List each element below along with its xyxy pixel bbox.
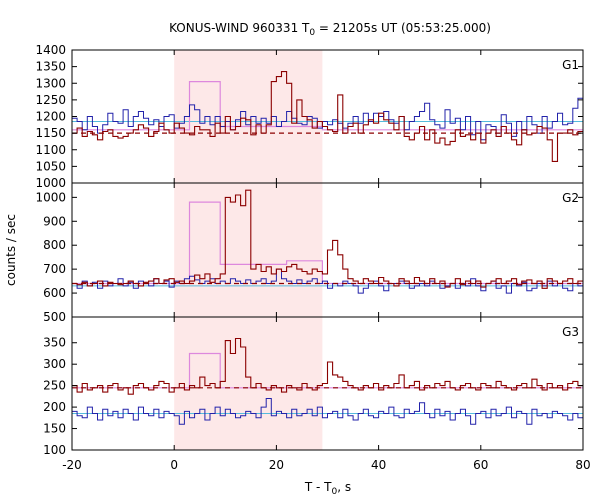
panel-label: G2 [562, 191, 579, 205]
y-tick-label: 1150 [35, 126, 66, 140]
blue-series-line [72, 398, 583, 425]
red-series-line [72, 189, 583, 289]
y-tick-label: 600 [43, 286, 66, 300]
panel-g2: 500 600 700 800 900 1000 G2 [35, 182, 584, 324]
chart-title: KONUS-WIND 960331 T0 = 21205s UT (05:53:… [169, 21, 491, 38]
y-tick-label: 900 [43, 214, 66, 228]
panels: 1000 1050 1100 1150 1200 1250 1300 1350 1400 G1 50… [35, 43, 584, 457]
panel-label: G3 [562, 325, 579, 339]
panel-g3: 100 150 200 250 300 350 G3 [43, 316, 584, 457]
x-tick-label: 0 [170, 458, 178, 472]
y-tick-label: 300 [43, 357, 66, 371]
y-tick-label: 1350 [35, 60, 66, 74]
shaded-interval-rect [174, 50, 323, 450]
y-tick-label: 350 [43, 336, 66, 350]
y-tick-label: 700 [43, 262, 66, 276]
y-tick-label: 1100 [35, 143, 66, 157]
y-tick-label: 1000 [35, 190, 66, 204]
x-tick-label: 40 [371, 458, 386, 472]
shaded-interval [174, 50, 323, 450]
pink-model-line [72, 81, 583, 131]
y-tick-label: 1000 [35, 176, 66, 190]
y-tick-label: 150 [43, 422, 66, 436]
panel-frame [71, 316, 584, 451]
y-tick-label: 500 [43, 310, 66, 324]
panel-label: G1 [562, 58, 579, 72]
y-tick-label: 1200 [35, 110, 66, 124]
x-tick-label: -20 [62, 458, 82, 472]
y-tick-label: 250 [43, 379, 66, 393]
x-tick-labels: -20 0 20 40 60 80 [62, 458, 590, 472]
x-tick-label: 20 [269, 458, 284, 472]
y-tick-label: 800 [43, 238, 66, 252]
y-tick-label: 200 [43, 400, 66, 414]
x-tick-label: 60 [473, 458, 488, 472]
x-axis-label: T - T0, s [304, 480, 351, 497]
y-tick-label: 1250 [35, 93, 66, 107]
panel-g1: 1000 1050 1100 1150 1200 1250 1300 1350 1400 G1 [35, 43, 584, 190]
y-tick-label: 1300 [35, 76, 66, 90]
x-tick-label: 80 [575, 458, 590, 472]
y-tick-label: 100 [43, 443, 66, 457]
red-series-line [72, 337, 583, 395]
y-tick-label: 1400 [35, 43, 66, 57]
y-axis-label: counts / sec [4, 214, 18, 286]
y-tick-label: 1050 [35, 159, 66, 173]
red-series-line [72, 71, 583, 162]
